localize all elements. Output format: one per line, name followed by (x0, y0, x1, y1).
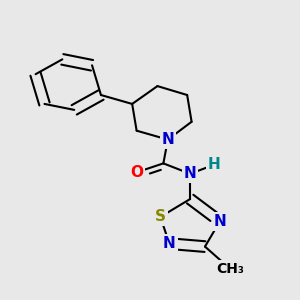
Text: CH₃: CH₃ (216, 262, 244, 276)
Text: O: O (130, 165, 143, 180)
Text: N: N (163, 236, 176, 251)
Text: N: N (184, 166, 196, 181)
Text: N: N (214, 214, 226, 229)
Text: H: H (208, 158, 220, 172)
Text: N: N (161, 132, 174, 147)
Text: S: S (155, 209, 166, 224)
